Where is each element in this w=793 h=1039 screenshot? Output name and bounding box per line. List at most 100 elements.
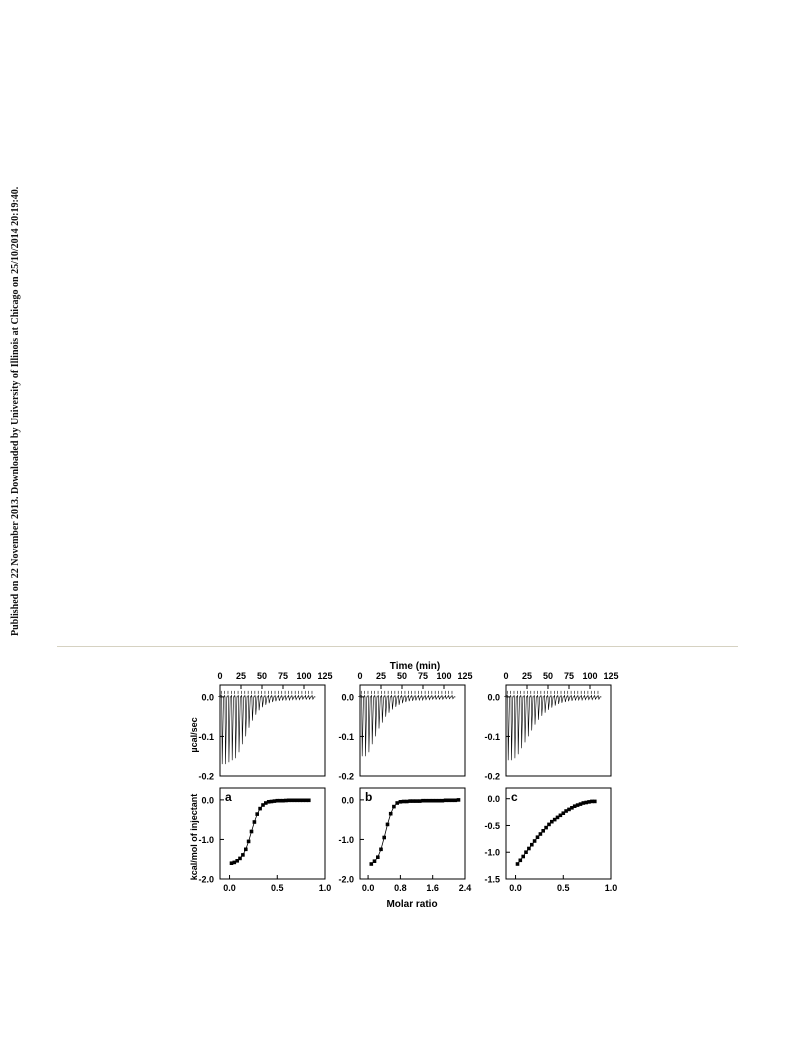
bottom-axis-label: Molar ratio — [386, 899, 437, 910]
data-point — [521, 854, 525, 859]
thermogram-trace — [504, 694, 602, 761]
data-point — [424, 798, 428, 803]
x-tick-label: 25 — [236, 671, 246, 681]
y-tick-label: 0.0 — [487, 794, 500, 804]
y-tick-label: -2.0 — [338, 875, 354, 885]
data-point — [414, 799, 419, 803]
x-tick-label: 1.0 — [605, 883, 618, 893]
x-tick-label: 75 — [278, 671, 288, 681]
panel-letter: c — [511, 790, 518, 804]
x-tick-label: 100 — [436, 671, 451, 681]
data-point — [593, 799, 597, 804]
watermark-text: Published on 22 November 2013. Downloade… — [10, 186, 21, 636]
data-point — [369, 862, 374, 866]
data-point — [229, 861, 234, 865]
data-point — [238, 856, 242, 861]
data-point — [515, 862, 520, 866]
panel-frame — [219, 684, 326, 777]
watermark: Published on 22 November 2013. Downloade… — [10, 186, 21, 636]
data-point — [235, 859, 239, 863]
y-tick-label: 0.0 — [487, 692, 500, 702]
y-tick-label: -0.1 — [198, 732, 214, 742]
data-point — [561, 811, 566, 815]
left-top-axis-label: µcal/sec — [189, 717, 199, 752]
data-point — [246, 839, 251, 844]
data-point — [307, 798, 311, 803]
x-tick-label: 75 — [564, 671, 574, 681]
y-tick-label: 0.0 — [201, 795, 214, 805]
data-point — [558, 813, 563, 818]
data-point — [388, 811, 393, 816]
data-point — [298, 798, 302, 803]
data-point — [392, 804, 396, 809]
data-point — [524, 850, 528, 854]
x-tick-label: 0.0 — [509, 883, 522, 893]
data-point — [376, 855, 380, 859]
data-point — [286, 798, 291, 803]
y-tick-label: -2.0 — [198, 875, 214, 885]
data-point — [401, 799, 406, 804]
figure-panels: 0.0 -0.1 -0.2 0 25 50 75 100 125 0.0 -0.1 -0.2 0 25 50… — [198, 671, 618, 893]
data-point — [408, 799, 412, 803]
data-point — [567, 807, 571, 812]
x-tick-label: 25 — [376, 671, 386, 681]
data-point — [269, 799, 274, 804]
data-point — [261, 803, 265, 807]
data-point — [453, 798, 458, 803]
data-point — [587, 800, 591, 804]
x-tick-label: 125 — [603, 671, 618, 681]
data-point — [434, 798, 438, 803]
panel-frame — [505, 787, 612, 880]
data-point — [292, 798, 297, 803]
data-point — [272, 799, 277, 803]
x-tick-label: 0.0 — [362, 883, 375, 893]
data-point — [241, 853, 245, 857]
x-tick-label: 0.8 — [394, 883, 407, 893]
data-point — [550, 819, 554, 824]
data-point — [552, 817, 557, 822]
data-point — [264, 801, 268, 805]
data-point — [575, 803, 580, 807]
data-point — [255, 812, 259, 816]
x-tick-label: 0 — [217, 671, 222, 681]
data-point — [430, 798, 435, 803]
data-point — [398, 800, 403, 804]
data-point — [572, 804, 577, 808]
data-point — [538, 832, 543, 836]
y-tick-label: 0.0 — [341, 795, 354, 805]
data-point — [530, 842, 534, 847]
data-point — [278, 798, 282, 803]
data-point — [289, 798, 294, 803]
thermogram-trace — [358, 694, 456, 757]
data-point — [456, 798, 461, 802]
itc-figure: Time (min) Molar ratio µcal/sec kcal/mol… — [189, 661, 619, 910]
data-point — [447, 798, 451, 803]
x-tick-label: 1.0 — [319, 883, 332, 893]
data-point — [584, 800, 588, 805]
data-point — [450, 798, 454, 803]
y-tick-label: -0.2 — [338, 772, 354, 782]
panel-b: 0.0 -1.0 -2.0 0.0 0.8 1.6 2.4 b — [338, 787, 472, 893]
data-point — [301, 798, 305, 803]
data-point — [379, 847, 383, 852]
panel-letter: b — [365, 790, 372, 804]
x-tick-label: 100 — [296, 671, 311, 681]
data-point — [284, 798, 288, 803]
x-tick-label: 75 — [418, 671, 428, 681]
x-tick-label: 50 — [257, 671, 267, 681]
x-tick-label: 2.4 — [459, 883, 472, 893]
data-point — [266, 800, 271, 804]
panel-b-top: 0.0 -0.1 -0.2 0 25 50 75 100 125 — [338, 671, 472, 782]
y-tick-label: -0.2 — [484, 772, 500, 782]
panel-frame — [219, 787, 326, 880]
data-point — [578, 802, 583, 806]
panel-frame — [359, 684, 466, 777]
data-point — [232, 860, 237, 865]
data-point — [547, 822, 551, 827]
data-point — [437, 798, 441, 803]
data-point — [382, 835, 386, 840]
data-point — [395, 801, 399, 805]
x-tick-label: 25 — [522, 671, 532, 681]
x-tick-label: 0.0 — [223, 883, 236, 893]
data-point — [418, 799, 422, 803]
